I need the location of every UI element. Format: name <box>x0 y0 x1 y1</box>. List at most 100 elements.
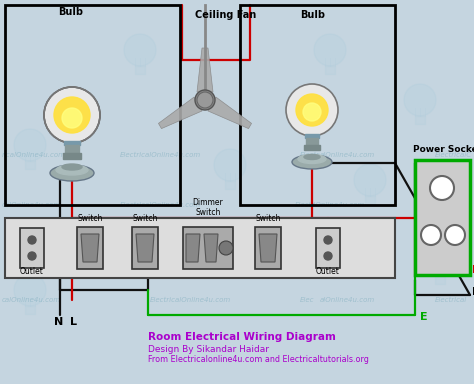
Circle shape <box>296 94 328 126</box>
Text: alOnline4u.com: alOnline4u.com <box>310 202 365 208</box>
Text: L: L <box>472 265 474 275</box>
Circle shape <box>219 241 233 255</box>
Circle shape <box>354 164 386 196</box>
Circle shape <box>14 129 46 161</box>
Text: Electr: Electr <box>295 202 315 208</box>
Circle shape <box>324 252 332 260</box>
Polygon shape <box>81 234 99 262</box>
Text: Design By Sikandar Haidar: Design By Sikandar Haidar <box>148 345 269 354</box>
Bar <box>132 227 158 269</box>
Bar <box>415 116 425 124</box>
Bar <box>316 228 340 268</box>
Text: N: N <box>54 317 63 327</box>
Text: Dimmer
Switch: Dimmer Switch <box>192 198 223 217</box>
Circle shape <box>129 224 161 256</box>
Text: calOnline4u.com: calOnline4u.com <box>2 202 61 208</box>
Bar <box>325 66 335 74</box>
Polygon shape <box>208 97 252 129</box>
Text: Electrical: Electrical <box>435 297 467 303</box>
Text: Power Socket: Power Socket <box>413 145 474 154</box>
Bar <box>255 256 265 264</box>
Bar <box>306 138 318 145</box>
Circle shape <box>62 108 82 128</box>
Bar <box>65 145 79 153</box>
Text: Switch: Switch <box>77 214 103 223</box>
Circle shape <box>54 97 90 133</box>
Circle shape <box>324 236 332 244</box>
Circle shape <box>28 252 36 260</box>
Text: Elec: Elec <box>300 297 315 303</box>
Text: ElectricalC: ElectricalC <box>435 152 472 158</box>
Ellipse shape <box>62 164 82 170</box>
Polygon shape <box>204 234 218 262</box>
Polygon shape <box>136 234 154 262</box>
Circle shape <box>303 103 321 121</box>
Bar <box>5 218 395 278</box>
Text: alOnline4u.com: alOnline4u.com <box>320 152 375 158</box>
Circle shape <box>314 34 346 66</box>
Bar <box>20 228 44 268</box>
Circle shape <box>44 87 100 143</box>
Text: Electr: Electr <box>300 152 320 158</box>
Text: From Electricalonline4u.com and Electricaltutorials.org: From Electricalonline4u.com and Electric… <box>148 355 369 364</box>
Circle shape <box>244 224 276 256</box>
Bar <box>64 141 80 145</box>
Bar <box>240 5 395 205</box>
Circle shape <box>214 149 246 181</box>
Circle shape <box>421 225 441 245</box>
Polygon shape <box>158 97 202 129</box>
Circle shape <box>286 84 338 136</box>
Circle shape <box>424 244 456 276</box>
Text: Bulb: Bulb <box>300 10 325 20</box>
Bar <box>25 306 35 314</box>
Circle shape <box>28 236 36 244</box>
Text: alOnline4u.com: alOnline4u.com <box>320 297 375 303</box>
Text: Switch: Switch <box>132 214 158 223</box>
Ellipse shape <box>304 154 320 159</box>
Text: N: N <box>472 287 474 297</box>
Bar <box>25 161 35 169</box>
Text: L: L <box>70 317 77 327</box>
Circle shape <box>124 34 156 66</box>
Ellipse shape <box>50 165 94 181</box>
Text: ElectricalOnline4u.com: ElectricalOnline4u.com <box>150 297 231 303</box>
Bar <box>63 153 81 159</box>
Ellipse shape <box>292 155 332 169</box>
Text: ElectricalOnline4u.com: ElectricalOnline4u.com <box>120 152 201 158</box>
Polygon shape <box>259 234 277 262</box>
Polygon shape <box>197 48 213 92</box>
Bar <box>415 160 470 275</box>
Polygon shape <box>186 234 200 262</box>
Circle shape <box>197 92 213 108</box>
Bar <box>140 256 150 264</box>
Text: ElectricalOnline4u.com: ElectricalOnline4u.com <box>120 202 201 208</box>
Text: Outlet: Outlet <box>316 267 340 276</box>
Text: ElectricalC: ElectricalC <box>430 202 467 208</box>
Text: Room Electrical Wiring Diagram: Room Electrical Wiring Diagram <box>148 332 336 342</box>
Text: Switch: Switch <box>255 214 281 223</box>
Bar <box>77 227 103 269</box>
Circle shape <box>199 94 211 106</box>
Bar <box>435 276 445 284</box>
Bar <box>5 5 180 205</box>
Ellipse shape <box>56 165 88 175</box>
Text: Ceiling Fan: Ceiling Fan <box>195 10 256 20</box>
Text: E: E <box>420 312 428 322</box>
Bar <box>305 134 319 138</box>
Ellipse shape <box>298 154 326 164</box>
Bar <box>304 145 320 150</box>
Text: Bulb: Bulb <box>58 7 83 17</box>
Bar <box>225 181 235 189</box>
Text: Outlet: Outlet <box>20 267 44 276</box>
Circle shape <box>14 274 46 306</box>
Bar <box>255 227 281 269</box>
Bar <box>183 227 233 269</box>
Bar <box>365 196 375 204</box>
Bar <box>135 66 145 74</box>
Circle shape <box>445 225 465 245</box>
Circle shape <box>430 176 454 200</box>
Text: ricalOnline4u.com: ricalOnline4u.com <box>2 152 66 158</box>
Circle shape <box>404 84 436 116</box>
Circle shape <box>195 90 215 110</box>
Text: calOnline4u.com: calOnline4u.com <box>2 297 61 303</box>
